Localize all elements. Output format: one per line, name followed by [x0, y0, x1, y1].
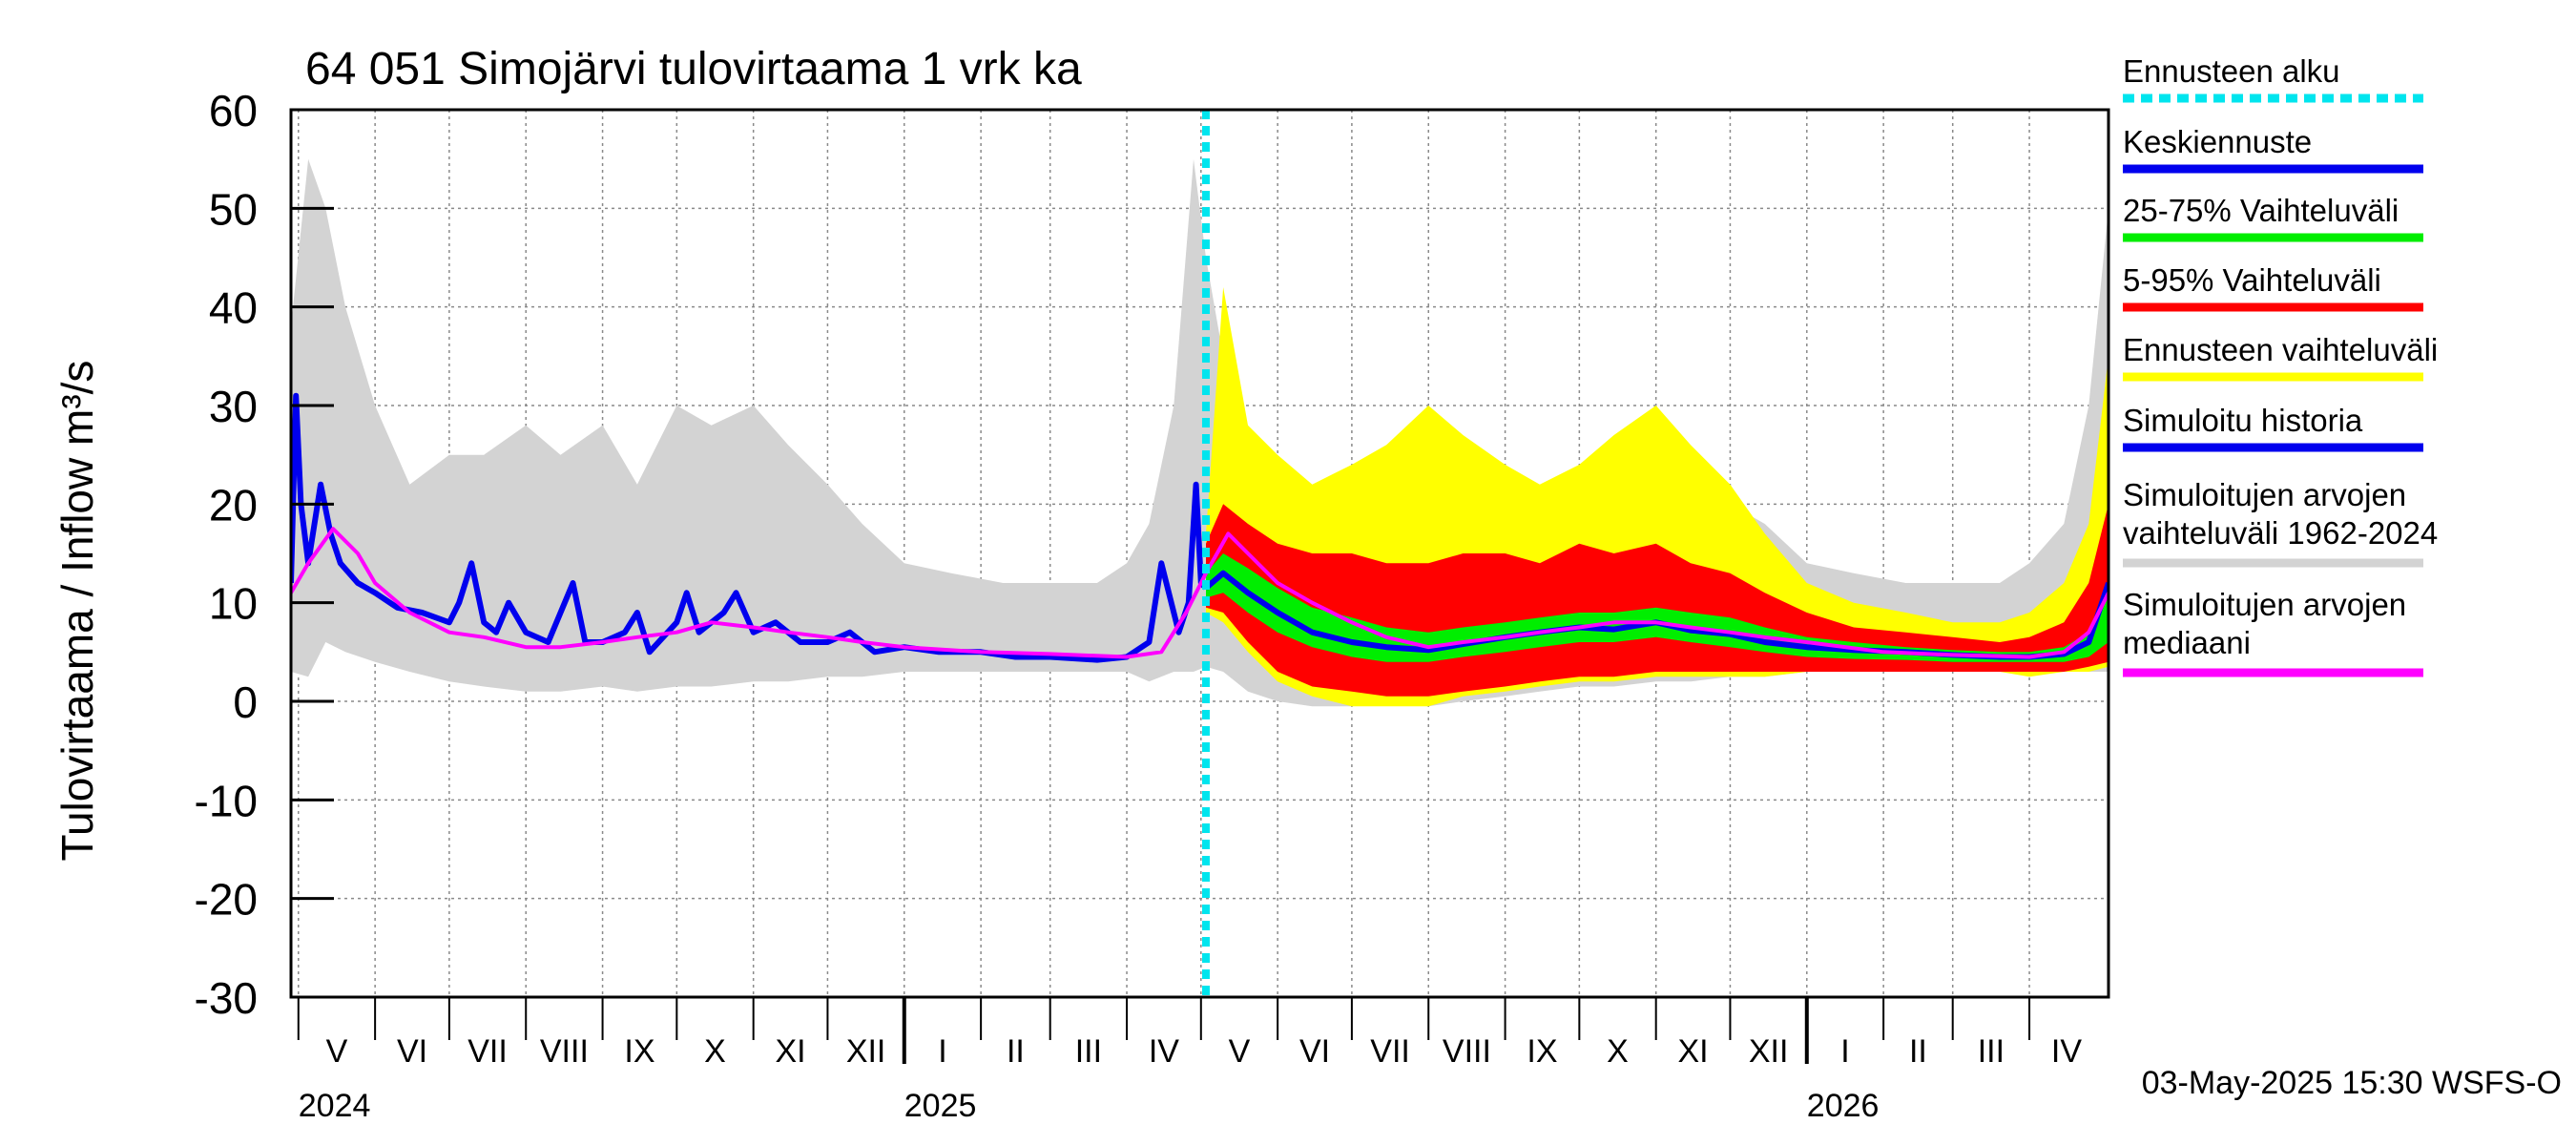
line-0000ee	[291, 392, 1209, 663]
x-month-label: IV	[1149, 1033, 1179, 1070]
y-tick-label: -20	[195, 875, 258, 925]
data-lines	[291, 392, 2109, 663]
x-year-label: 2026	[1807, 1088, 1880, 1124]
line-ff00ff	[291, 527, 2109, 659]
x-month-label: IX	[624, 1033, 654, 1070]
x-year-label: 2024	[299, 1088, 371, 1124]
y-tick-label: 50	[209, 184, 258, 234]
y-axis: -30 -20 -10 0 10 20 30 40 50 60	[195, 86, 334, 1023]
legend-label: Simuloitujen arvojen	[2123, 587, 2406, 622]
y-tick-label: 0	[233, 677, 258, 727]
legend-label: Ennusteen alku	[2123, 53, 2340, 89]
x-month-label: II	[1007, 1033, 1025, 1070]
x-month-label: VII	[467, 1033, 508, 1070]
x-month-label: X	[1607, 1033, 1629, 1070]
x-month-label: I	[1840, 1033, 1849, 1070]
x-month-label: V	[326, 1033, 348, 1070]
x-month-label: IX	[1527, 1033, 1557, 1070]
x-month-label: III	[1978, 1033, 2005, 1070]
legend-label: 5-95% Vaihteluväli	[2123, 262, 2381, 298]
chart-title: 64 051 Simojärvi tulovirtaama 1 vrk ka	[305, 44, 1082, 94]
x-month-label: XII	[846, 1033, 886, 1070]
x-month-label: VIII	[540, 1033, 589, 1070]
y-tick-label: 20	[209, 480, 258, 530]
legend-label: Ennusteen vaihteluväli	[2123, 332, 2438, 367]
x-month-label: VI	[397, 1033, 427, 1070]
x-month-label: II	[1909, 1033, 1927, 1070]
x-month-label: IV	[2051, 1033, 2082, 1070]
x-month-label: III	[1075, 1033, 1102, 1070]
y-tick-label: 60	[209, 86, 258, 135]
x-axis: V VI VII VIII IX X XI XII I II III IV V VI VII VIII IX X X…	[297, 997, 2082, 1124]
x-month-label: VIII	[1443, 1033, 1491, 1070]
plot-frame	[289, 108, 2110, 999]
legend-label: Keskiennuste	[2123, 124, 2312, 159]
y-axis-label: Tulovirtaama / Inflow m³/s	[52, 361, 102, 862]
y-tick-label: 10	[209, 579, 258, 629]
x-month-label: XI	[1678, 1033, 1709, 1070]
footer-timestamp: 03-May-2025 15:30 WSFS-O	[2142, 1065, 2562, 1101]
legend-label: mediaani	[2123, 625, 2251, 660]
band-00ee00	[1206, 553, 2109, 662]
x-month-label: XI	[775, 1033, 805, 1070]
x-month-label: V	[1229, 1033, 1251, 1070]
x-month-label: X	[704, 1033, 726, 1070]
x-month-label: I	[938, 1033, 946, 1070]
legend-label: Simuloitu historia	[2123, 403, 2363, 438]
data-bands	[291, 158, 2109, 707]
y-tick-label: 40	[209, 283, 258, 333]
x-year-label: 2025	[904, 1088, 977, 1124]
legend-label: 25-75% Vaihteluväli	[2123, 193, 2399, 228]
x-month-label: XII	[1749, 1033, 1789, 1070]
y-tick-label: -30	[195, 973, 258, 1023]
legend: Ennusteen alku Keskiennuste 25-75% Vaihtel…	[2123, 53, 2438, 677]
x-month-label: VII	[1370, 1033, 1410, 1070]
legend-label: Simuloitujen arvojen	[2123, 477, 2406, 512]
y-tick-label: -10	[195, 776, 258, 825]
y-tick-label: 30	[209, 382, 258, 431]
legend-label: vaihteluväli 1962-2024	[2123, 515, 2438, 551]
x-month-label: VI	[1299, 1033, 1330, 1070]
